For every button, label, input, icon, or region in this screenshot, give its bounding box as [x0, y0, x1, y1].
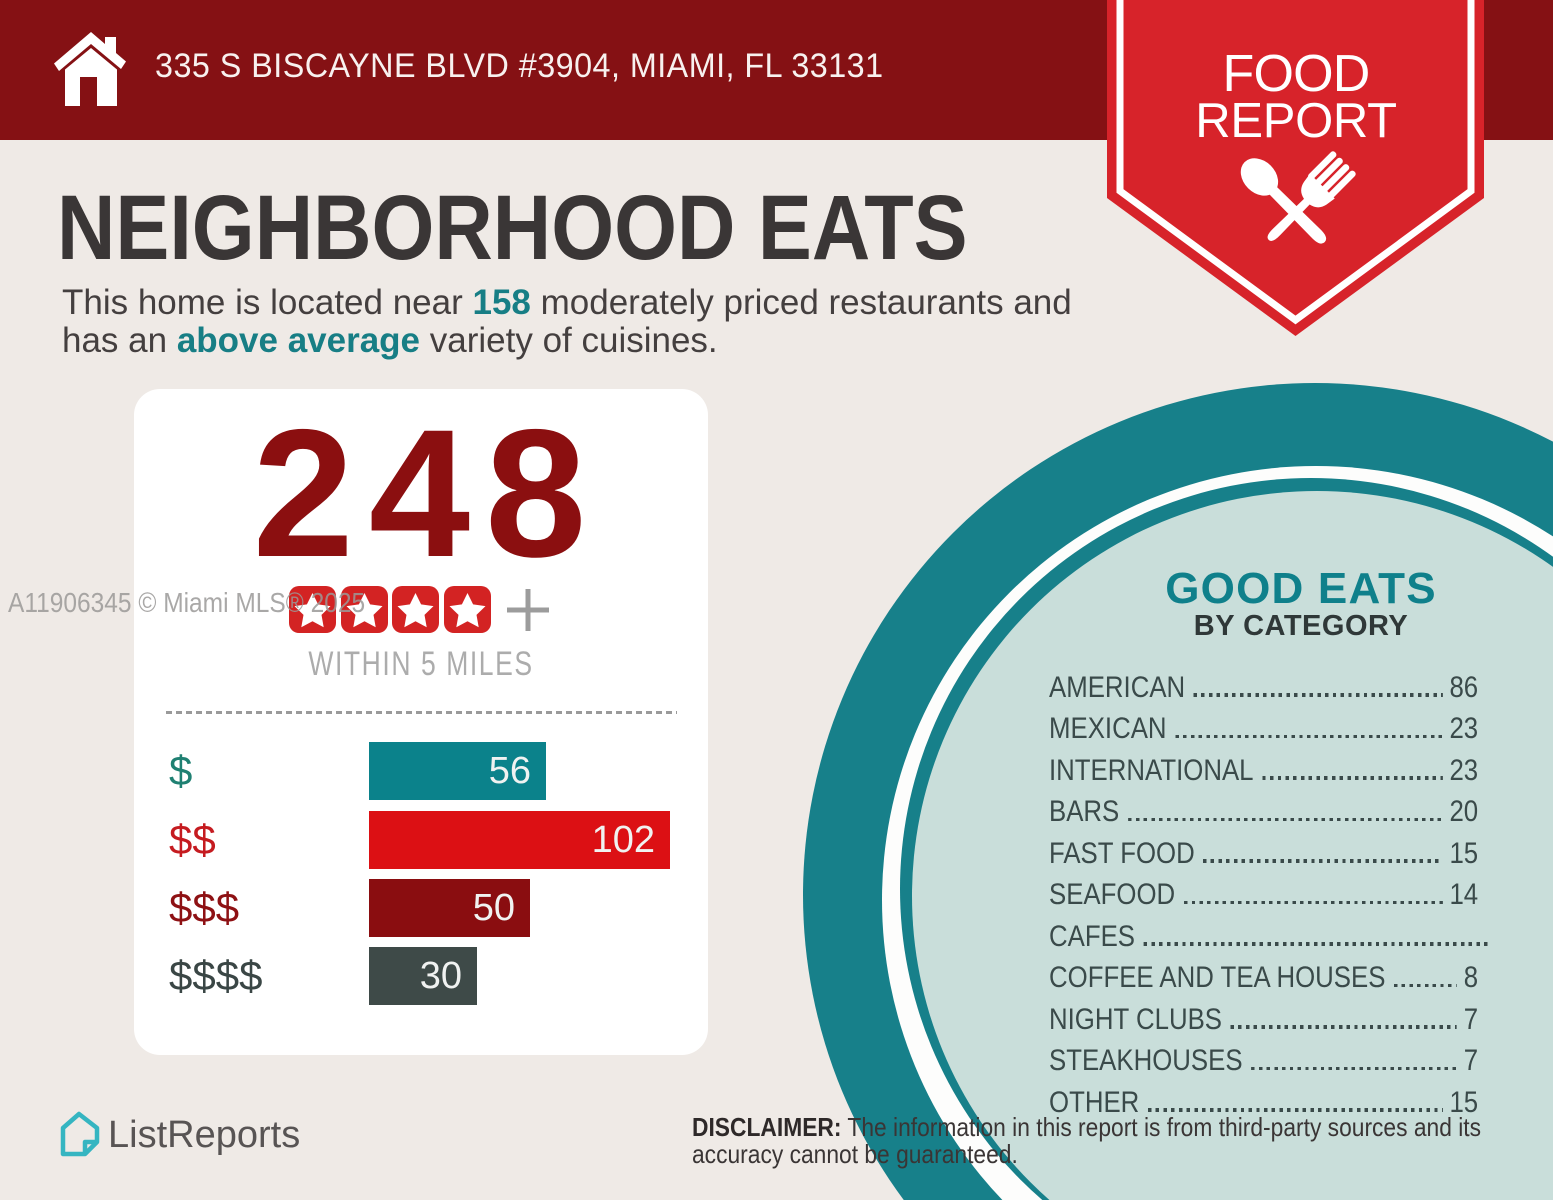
svg-text:FOOD: FOOD — [1222, 45, 1369, 103]
svg-text:REPORT: REPORT — [1195, 94, 1397, 148]
